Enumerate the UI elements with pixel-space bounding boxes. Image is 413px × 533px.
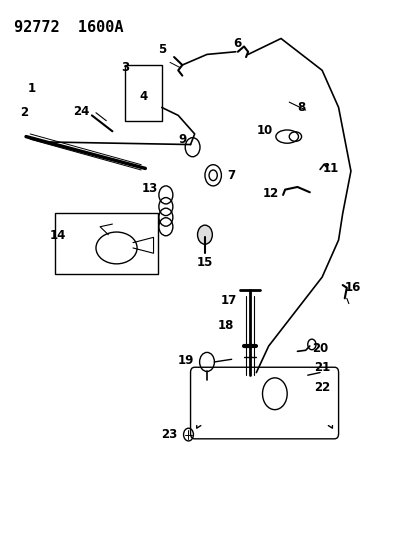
Text: 20: 20 — [311, 342, 328, 355]
Text: 1: 1 — [28, 83, 36, 95]
Text: 7: 7 — [227, 169, 235, 182]
Text: 8: 8 — [297, 101, 305, 114]
Text: 13: 13 — [141, 182, 157, 195]
Text: 3: 3 — [121, 61, 128, 74]
Text: 19: 19 — [177, 354, 193, 367]
Text: 4: 4 — [139, 90, 147, 103]
Text: 5: 5 — [157, 43, 166, 55]
Text: 2: 2 — [20, 106, 28, 119]
Text: 15: 15 — [196, 256, 213, 269]
Text: 14: 14 — [50, 229, 66, 242]
Text: 10: 10 — [256, 124, 272, 137]
Text: 9: 9 — [178, 133, 186, 146]
Text: 23: 23 — [161, 428, 177, 441]
Text: 17: 17 — [220, 294, 236, 308]
Text: 12: 12 — [262, 187, 278, 200]
Text: 11: 11 — [321, 162, 338, 175]
Text: 16: 16 — [344, 281, 360, 294]
Circle shape — [197, 225, 212, 244]
Text: 6: 6 — [233, 37, 241, 50]
Text: 92772  1600A: 92772 1600A — [14, 20, 123, 35]
Text: 24: 24 — [73, 104, 90, 118]
Text: 22: 22 — [313, 381, 330, 394]
Text: 21: 21 — [313, 361, 330, 374]
Text: 18: 18 — [217, 319, 233, 333]
